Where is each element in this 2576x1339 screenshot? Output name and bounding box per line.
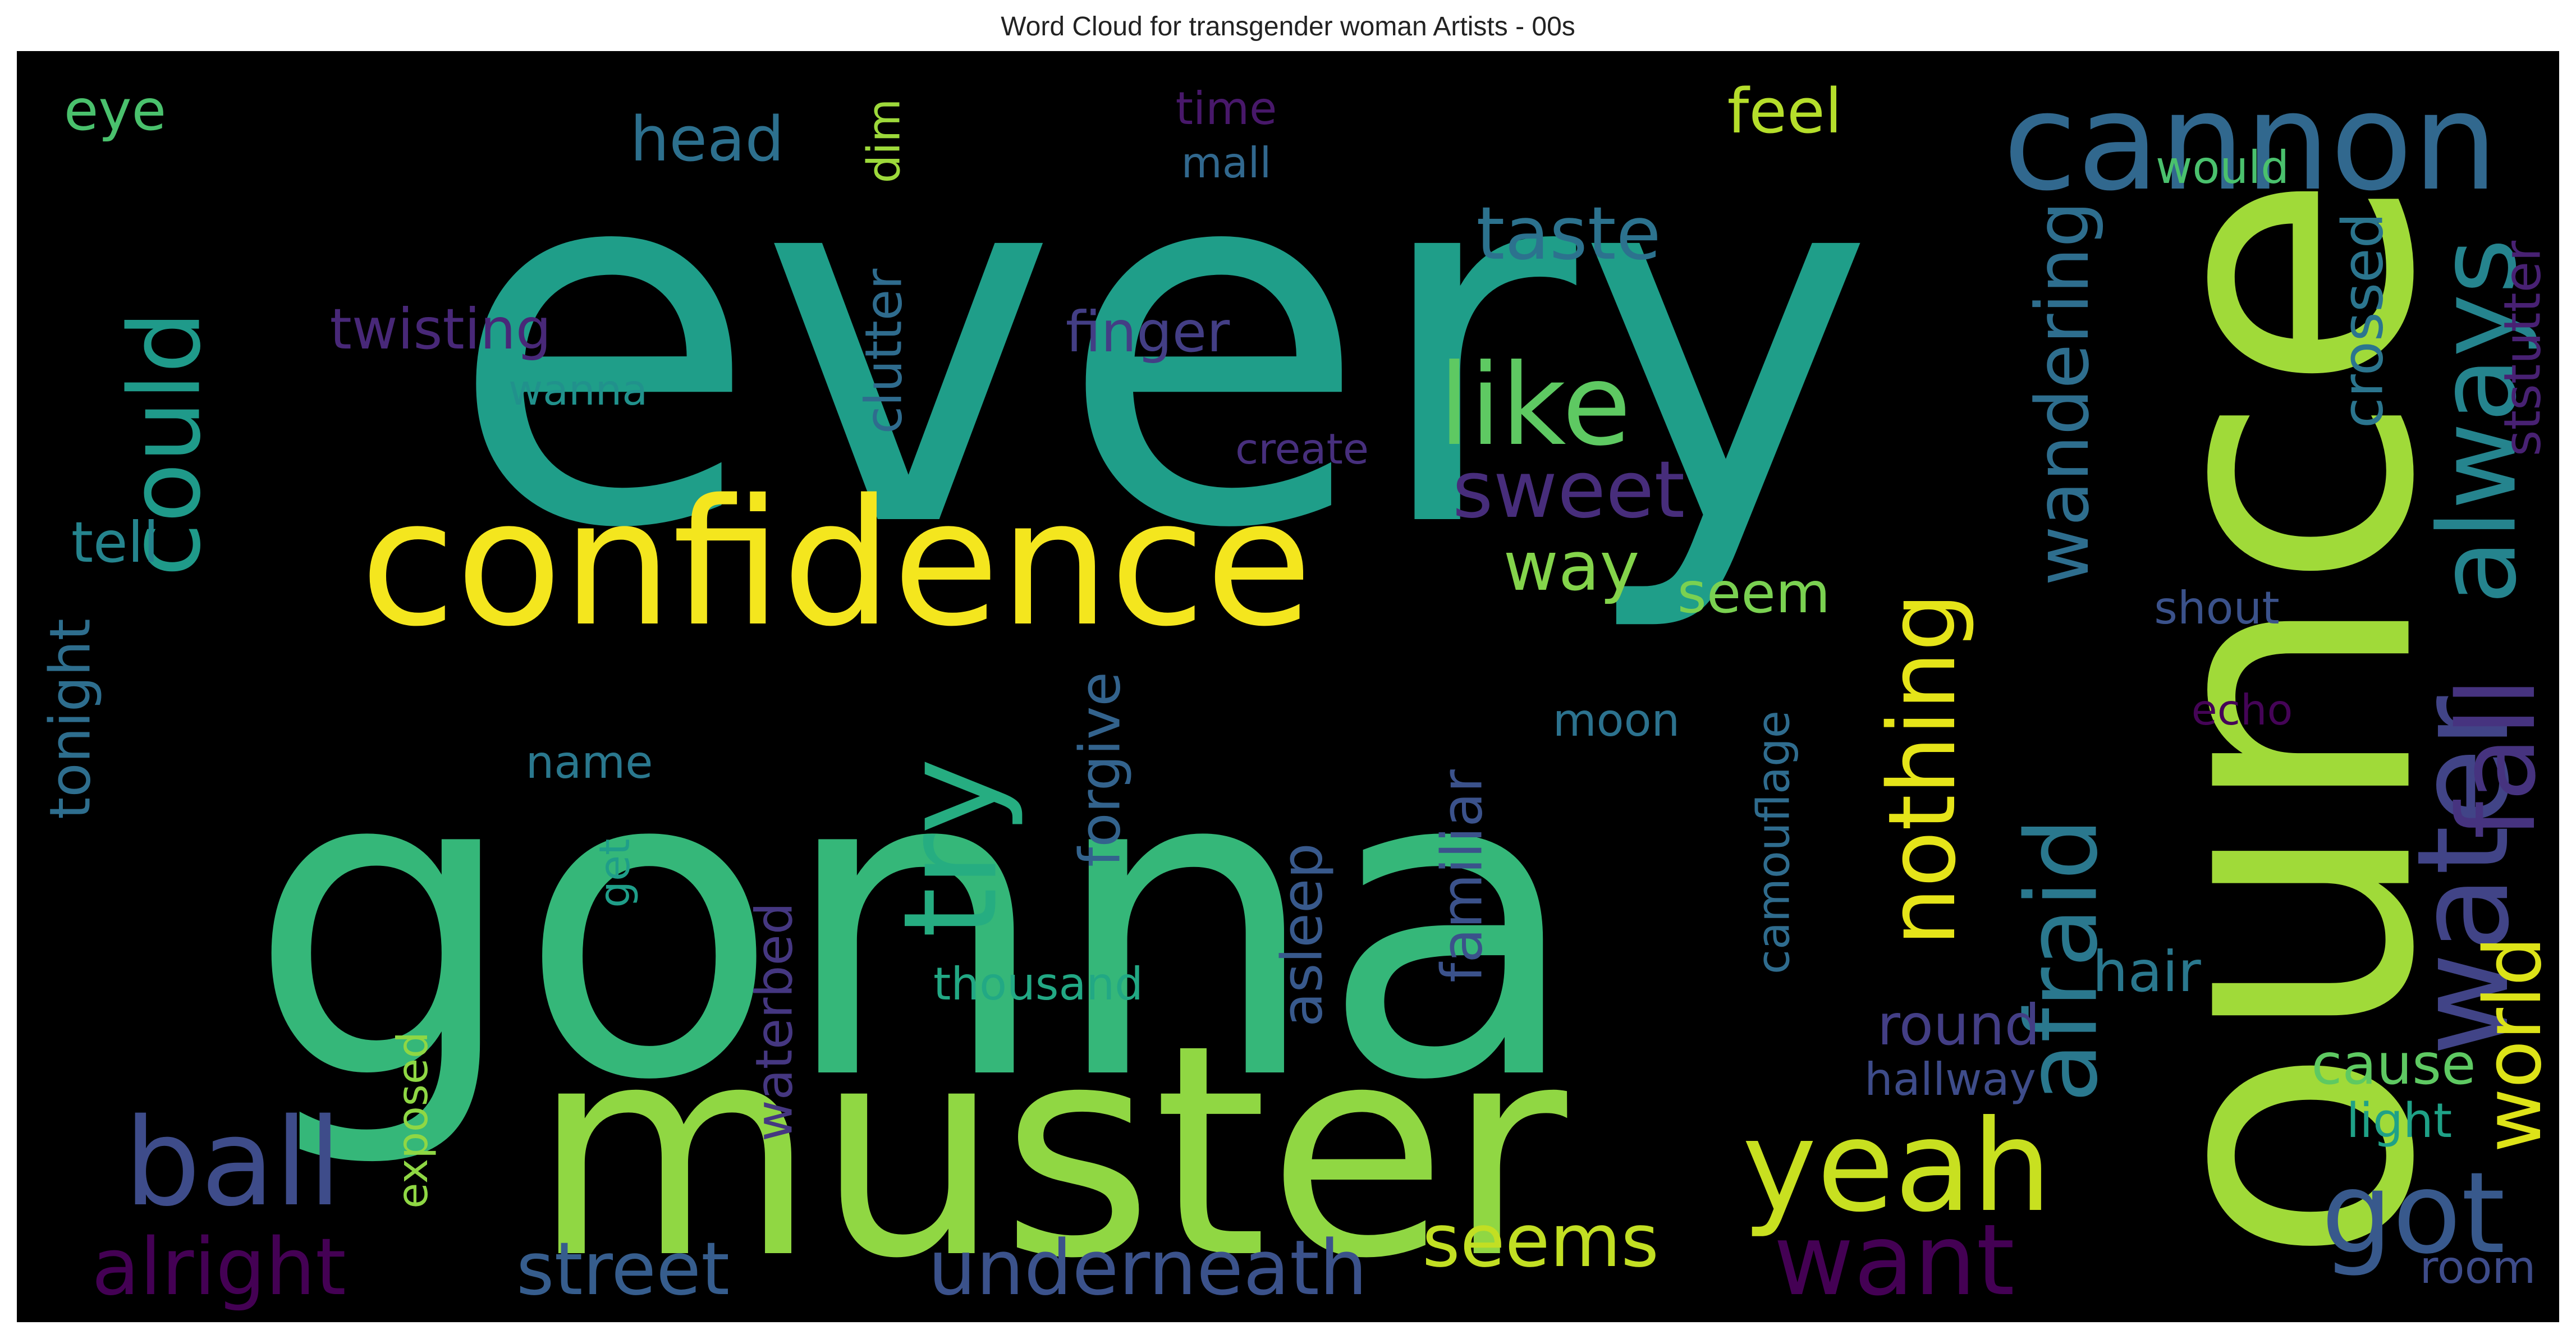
word-ball: ball	[124, 1092, 342, 1233]
word-hair: hair	[2092, 939, 2201, 1005]
word-eye: eye	[64, 77, 166, 143]
word-underneath: underneath	[928, 1224, 1368, 1312]
word-taste: taste	[1476, 191, 1661, 276]
word-cause: cause	[2311, 1031, 2476, 1097]
word-way: way	[1504, 528, 1640, 606]
word-feel: feel	[1727, 75, 1842, 147]
word-twisting: twisting	[330, 296, 552, 362]
word-finger: finger	[1066, 299, 1230, 365]
word-hallway: hallway	[1864, 1053, 2036, 1106]
word-exposed: exposed	[388, 1031, 437, 1209]
word-sweet: sweet	[1452, 444, 1685, 536]
word-wandering: wandering	[2020, 201, 2105, 585]
word-cloud-background	[17, 51, 2559, 1322]
word-moon: moon	[1553, 694, 1680, 746]
word-tonight: tonight	[38, 618, 103, 819]
word-get: get	[590, 838, 639, 907]
word-clutter: clutter	[855, 269, 914, 434]
word-seems: seems	[1422, 1198, 1659, 1283]
word-would: would	[2156, 141, 2289, 194]
word-shout: shout	[2154, 582, 2279, 634]
chart-title: Word Cloud for transgender woman Artists…	[1001, 12, 1575, 42]
word-wanna: wanna	[508, 365, 648, 415]
word-room: room	[2420, 1241, 2536, 1294]
word-confidence: confidence	[360, 462, 1313, 665]
word-like: like	[1439, 340, 1631, 471]
word-got: got	[2321, 1148, 2505, 1279]
word-tell: tell	[71, 510, 159, 575]
word-crossed: crossed	[2330, 213, 2396, 428]
word-nothing: nothing	[1868, 593, 1976, 946]
word-head: head	[630, 103, 785, 175]
word-always: always	[2416, 239, 2540, 604]
word-fall: fall	[2435, 677, 2559, 840]
word-street: street	[516, 1226, 730, 1312]
word-waterbed: waterbed	[745, 902, 804, 1141]
word-name: name	[526, 736, 653, 788]
word-asleep: asleep	[1269, 843, 1335, 1027]
word-alright: alright	[91, 1222, 346, 1313]
word-gonna: gonna	[248, 677, 1582, 1173]
word-world: world	[2468, 936, 2559, 1152]
word-round: round	[1877, 992, 2040, 1058]
word-camouflage: camouflage	[1748, 710, 1800, 974]
word-try: try	[877, 758, 1026, 938]
word-dim: dim	[858, 99, 910, 184]
word-ststutter: ststutter	[2494, 241, 2552, 456]
word-muster: muster	[532, 982, 1570, 1322]
word-cannon: cannon	[2003, 63, 2498, 221]
word-water: water	[2390, 696, 2537, 1056]
word-light: light	[2346, 1093, 2452, 1149]
word-time: time	[1176, 82, 1277, 135]
word-mall: mall	[1181, 138, 1272, 187]
word-could: could	[109, 311, 223, 577]
word-yeah: yeah	[1742, 1093, 2052, 1240]
word-afraid: afraid	[2006, 818, 2120, 1103]
word-want: want	[1773, 1204, 2015, 1318]
word-echo: echo	[2192, 685, 2293, 735]
word-create: create	[1235, 424, 1369, 474]
word-forgive: forgive	[1067, 672, 1133, 867]
word-ounce: ounce	[2075, 172, 2494, 1265]
word-thousand: thousand	[933, 958, 1143, 1010]
word-seem: seem	[1677, 560, 1831, 626]
word-every: every	[448, 51, 1876, 639]
word-familiar: familiar	[1429, 769, 1495, 983]
